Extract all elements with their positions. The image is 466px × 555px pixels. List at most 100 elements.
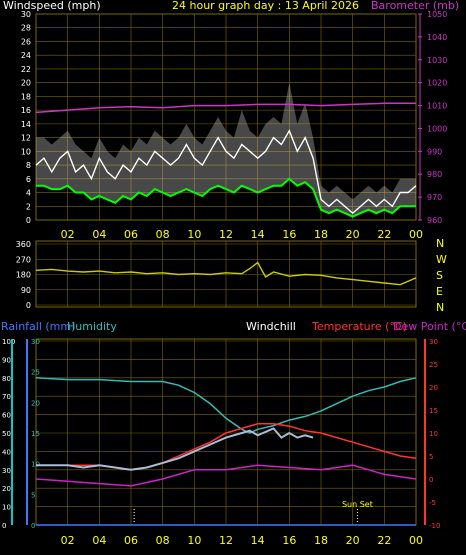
temp-x-tick-label: 06 — [124, 534, 138, 547]
dir-tick-label: 0 — [26, 301, 31, 310]
temp-tick-label: 15 — [429, 407, 438, 415]
baro-tick-label: 970 — [427, 193, 442, 202]
rain-tick-label: 30 — [31, 338, 40, 346]
dewpoint-axis-label: Dew Point (°C) — [393, 320, 466, 333]
humidity-tick-label: 20 — [2, 485, 11, 493]
wind-tick-label: 0 — [26, 216, 31, 225]
temp-tick-label: 0 — [429, 476, 433, 484]
rain-tick-label: 20 — [31, 399, 40, 407]
humidity-axis-label: Humidity — [67, 320, 117, 333]
wind-tick-label: 12 — [21, 134, 31, 143]
dir-tick-label: 180 — [16, 271, 31, 280]
windspeed-line — [35, 129, 417, 215]
humidity-tick-label: 30 — [2, 467, 11, 475]
temp-tick-label: 5 — [429, 453, 433, 461]
temp-x-tick-label: 22 — [377, 534, 391, 547]
compass-label: S — [436, 269, 443, 282]
rainfall-axis-label: Rainfall (mm) — [1, 320, 75, 333]
wind-x-tick-label: 14 — [251, 228, 265, 241]
dir-tick-label: 360 — [16, 240, 31, 249]
rain-tick-label: 10 — [31, 461, 40, 469]
humidity-tick-label: 100 — [2, 338, 15, 346]
compass-label: N — [436, 237, 444, 250]
wind-direction-line — [35, 261, 417, 286]
rain-tick-label: 25 — [31, 369, 40, 377]
wind-tick-label: 16 — [21, 106, 31, 115]
wind-tick-label: 30 — [21, 10, 31, 19]
wind-x-tick-label: 20 — [346, 228, 360, 241]
temp-x-tick-label: 20 — [346, 534, 360, 547]
temp-x-tick-label: 00 — [409, 534, 423, 547]
wind-x-tick-label: 12 — [219, 228, 233, 241]
dir-tick-label: 270 — [16, 255, 31, 264]
wind-x-tick-label: 00 — [409, 228, 423, 241]
humidity-tick-label: 60 — [2, 412, 11, 420]
temp-tick-label: 20 — [429, 384, 438, 392]
wind-tick-label: 28 — [21, 24, 31, 33]
rain-tick-label: 5 — [31, 491, 35, 499]
rain-tick-label: 0 — [31, 522, 35, 530]
sunset-annotation: Sun Set — [342, 500, 373, 509]
humidity-tick-label: 10 — [2, 504, 11, 512]
wind-tick-label: 10 — [21, 147, 31, 156]
wind-tick-label: 8 — [26, 161, 31, 170]
wind-tick-label: 6 — [26, 175, 31, 184]
wind-average-line — [36, 177, 416, 218]
compass-label: E — [436, 285, 443, 298]
graph-title: 24 hour graph day : 13 April 2026 — [172, 0, 359, 12]
wind-x-tick-label: 18 — [314, 228, 328, 241]
baro-tick-label: 1030 — [427, 56, 447, 65]
temp-tick-label: -10 — [429, 522, 440, 530]
temp-x-tick-label: 02 — [61, 534, 75, 547]
temp-x-tick-label: 16 — [282, 534, 296, 547]
temp-x-tick-label: 18 — [314, 534, 328, 547]
humidity-tick-label: 0 — [2, 522, 6, 530]
humidity-tick-label: 70 — [2, 393, 11, 401]
baro-tick-label: 1010 — [427, 102, 447, 111]
humidity-tick-label: 50 — [2, 430, 11, 438]
wind-tick-label: 14 — [21, 120, 31, 129]
compass-label: W — [436, 253, 447, 266]
wind-tick-label: 20 — [21, 79, 31, 88]
wind-tick-label: 18 — [21, 92, 31, 101]
compass-label: N — [436, 301, 444, 314]
wind-x-tick-label: 04 — [92, 228, 106, 241]
baro-tick-label: 1000 — [427, 124, 447, 133]
wind-gust-band — [36, 82, 416, 217]
baro-tick-label: 1050 — [427, 10, 447, 19]
wind-tick-label: 22 — [21, 65, 31, 74]
humidity-line — [35, 377, 417, 434]
temp-tick-label: 30 — [429, 338, 438, 346]
barometer-line — [35, 102, 416, 114]
dir-tick-label: 90 — [21, 286, 31, 295]
wind-tick-label: 4 — [26, 189, 31, 198]
baro-tick-label: 1020 — [427, 79, 447, 88]
wind-x-tick-label: 22 — [377, 228, 391, 241]
temp-x-tick-label: 08 — [156, 534, 170, 547]
wind-x-tick-label: 08 — [156, 228, 170, 241]
baro-tick-label: 990 — [427, 147, 442, 156]
dewpoint-line — [35, 464, 417, 487]
temp-tick-label: 10 — [429, 430, 438, 438]
humidity-tick-label: 40 — [2, 448, 11, 456]
temp-x-tick-label: 10 — [187, 534, 201, 547]
wind-x-tick-label: 16 — [282, 228, 296, 241]
wind-x-tick-label: 10 — [187, 228, 201, 241]
wind-tick-label: 26 — [21, 37, 31, 46]
temp-tick-label: -5 — [429, 499, 436, 507]
baro-tick-label: 980 — [427, 170, 442, 179]
rain-tick-label: 15 — [31, 430, 40, 438]
humidity-tick-label: 80 — [2, 375, 11, 383]
wind-x-tick-label: 06 — [124, 228, 138, 241]
wind-x-tick-label: 02 — [61, 228, 75, 241]
humidity-tick-label: 90 — [2, 356, 11, 364]
temp-x-tick-label: 04 — [92, 534, 106, 547]
temp-tick-label: 25 — [429, 361, 438, 369]
wind-tick-label: 2 — [26, 202, 31, 211]
windchill-line — [36, 427, 314, 471]
